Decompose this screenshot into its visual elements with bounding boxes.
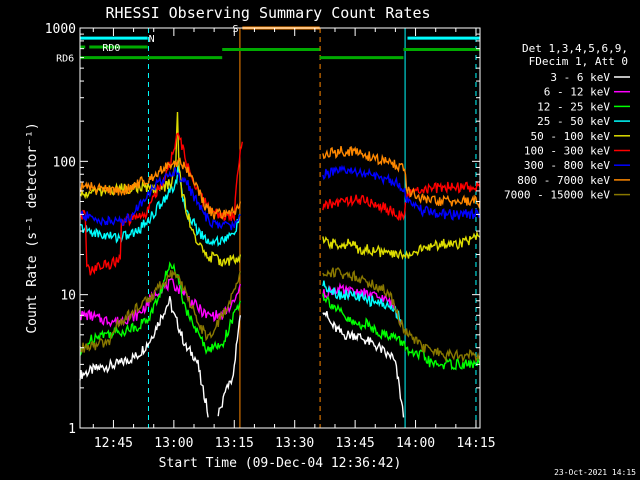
series-800-7000-kev-segment-1 [79,157,241,220]
y-tick-label-1000: 1000 [45,22,76,37]
y-tick-label-10: 10 [60,289,76,304]
y-tick-label-1: 1 [68,422,76,437]
plot-data-layer: N S RD0 RD6 [56,24,481,428]
series-3-6-kev-segment-3 [322,311,405,418]
series-25-50-kev-segment-2 [322,280,403,325]
flag-s-label: S [232,24,238,35]
legend-label-100-300-kev: 100 - 300 keV [524,145,610,158]
x-tick-label-1300: 13:00 [154,436,193,451]
x-tick-label-1315: 13:15 [215,436,254,451]
series-300-800-kev-segment-2 [322,164,481,221]
flag-rd6-label: RD6 [56,54,74,65]
flag-n-label: N [149,34,155,45]
series-100-300-kev-segment-2 [322,181,481,222]
series-800-7000-kev-segment-2 [322,145,481,210]
legend-label-6-12-kev: 6 - 12 keV [544,86,611,99]
x-tick-label-1330: 13:30 [275,436,314,451]
legend-label-7000-15000-kev: 7000 - 15000 keV [504,189,610,202]
legend-label-300-800-kev: 300 - 800 keV [524,159,610,172]
series-25-50-kev-segment-1 [79,165,241,248]
y-tick-label-100: 100 [53,155,76,170]
x-tick-label-1415: 14:15 [456,436,495,451]
series-12-25-kev-segment-1 [79,261,241,356]
axis-layer: 12:45 13:00 13:15 13:30 13:45 14:00 14:15 1 10 10… [45,22,496,451]
x-tick-label-1400: 14:00 [396,436,435,451]
series-300-800-kev-segment-1 [79,167,241,231]
series-3-6-kev-segment-2 [217,315,241,417]
legend-header-2: FDecim 1, Att 0 [529,55,628,68]
legend-label-3-6-kev: 3 - 6 keV [550,71,610,84]
legend-label-50-100-kev: 50 - 100 keV [531,130,611,143]
x-tick-label-1345: 13:45 [336,436,375,451]
series-50-100-kev-segment-2 [322,230,481,261]
plot-frame [79,27,481,429]
series-7000-15000-kev-segment-1 [79,269,241,353]
y-axis-label: Count Rate (s⁻¹ detector⁻¹) [25,122,40,333]
legend-label-800-7000-kev: 800 - 7000 keV [517,174,610,187]
chart-title: RHESSI Observing Summary Count Rates [105,4,430,22]
series-12-25-kev-segment-2 [322,293,481,371]
x-axis-label: Start Time (09-Dec-04 12:36:42) [159,456,402,471]
series-3-6-kev-segment-1 [79,296,209,418]
series-7000-15000-kev-segment-2 [322,266,481,364]
legend-label-25-50-kev: 25 - 50 keV [537,115,610,128]
series-6-12-kev-segment-2 [322,282,402,325]
legend-label-12-25-kev: 12 - 25 keV [537,100,610,113]
legend: Det 1,3,4,5,6,9,FDecim 1, Att 0 3 - 6 keV… [504,42,630,202]
legend-header-1: Det 1,3,4,5,6,9, [522,42,628,55]
flag-rd0-label: RD0 [102,43,120,54]
footer-date: 23-Oct-2021 14:15 [554,468,636,477]
x-tick-label-1245: 12:45 [94,436,133,451]
